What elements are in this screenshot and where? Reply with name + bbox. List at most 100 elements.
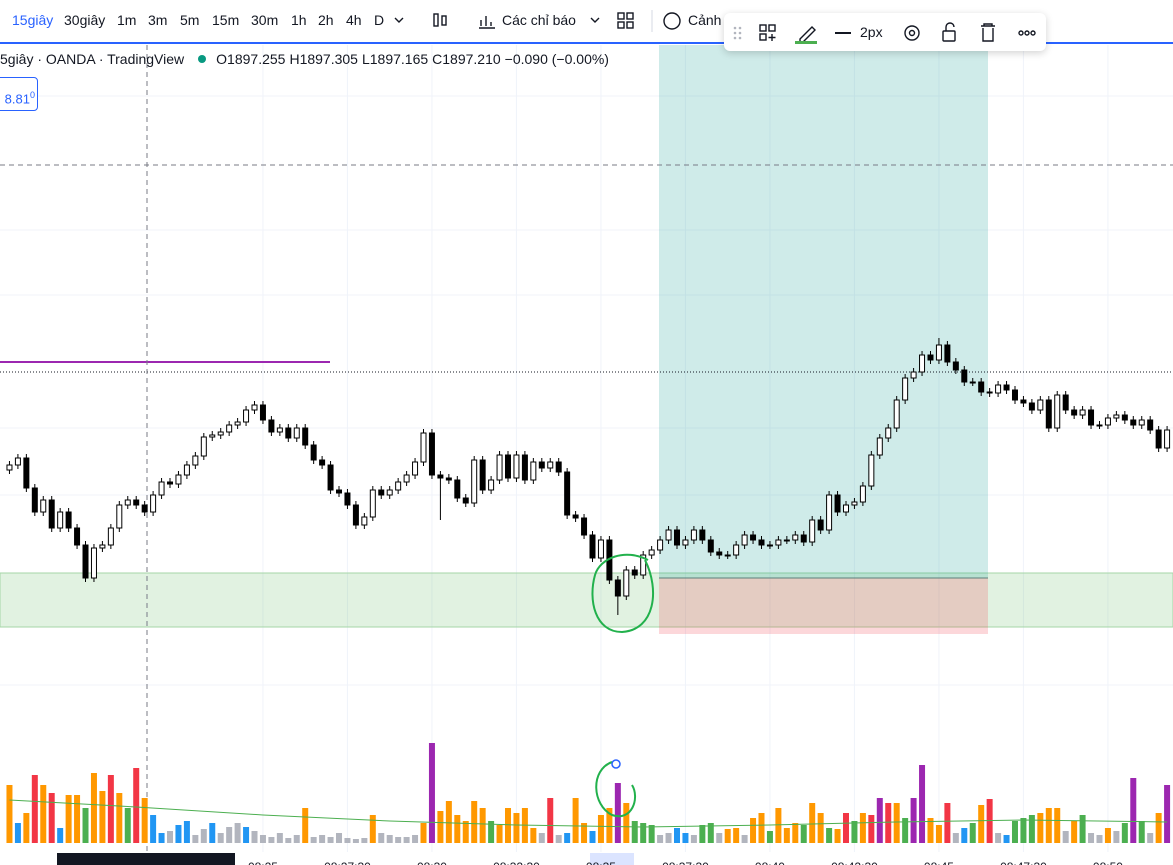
- volume-bar: [23, 813, 30, 843]
- toolbar-icons: [394, 10, 681, 32]
- volume-bar: [724, 829, 731, 843]
- volume-bar: [395, 837, 402, 843]
- hand-mark: [595, 761, 637, 818]
- candle-body: [859, 485, 866, 503]
- candle-body: [648, 549, 655, 556]
- interval-button[interactable]: 1m: [117, 12, 137, 28]
- candle-body: [564, 471, 571, 516]
- x-tick-label: 08:37:30: [662, 860, 709, 865]
- candle-body: [40, 499, 47, 513]
- volume-bar: [403, 837, 410, 843]
- time-highlight: [590, 853, 634, 865]
- candle-icon[interactable]: [433, 13, 439, 27]
- volume-bar: [673, 828, 680, 843]
- candle-body: [682, 539, 689, 546]
- candle-body: [336, 489, 343, 494]
- candle-body: [1020, 399, 1027, 404]
- volume-bar: [344, 838, 351, 843]
- volume-bar: [1130, 778, 1137, 843]
- x-tick-label: 08:30: [417, 860, 447, 865]
- ohlc-open: O1897.255: [216, 51, 286, 67]
- target-zone[interactable]: [659, 45, 988, 578]
- volume-bar: [1079, 815, 1086, 843]
- candle-body: [800, 534, 807, 543]
- alert-icon[interactable]: [663, 12, 681, 30]
- candle-body: [192, 455, 199, 466]
- lock-icon[interactable]: [942, 30, 956, 42]
- volume-bar: [1071, 821, 1078, 843]
- symbol: 5giây · OANDA · TradingView: [0, 51, 185, 67]
- candle-icon[interactable]: [441, 15, 447, 26]
- interval-button[interactable]: 2h: [318, 12, 334, 28]
- color-bar[interactable]: [795, 41, 817, 44]
- ohlc-change: −0.090 (−0.00%): [504, 51, 609, 67]
- volume-bar: [1037, 813, 1044, 843]
- volume-bar: [1096, 835, 1103, 843]
- interval-button[interactable]: 15giây: [12, 12, 54, 28]
- volume-bar: [107, 775, 114, 843]
- candle-body: [251, 404, 258, 411]
- volume-bar: [1020, 818, 1027, 843]
- volume-bar: [665, 833, 672, 843]
- stop-zone[interactable]: [659, 578, 988, 634]
- candle-body: [741, 534, 748, 546]
- interval-button[interactable]: 3m: [148, 12, 168, 28]
- candle-body: [1113, 414, 1120, 419]
- ohlc-high: H1897.305: [289, 51, 358, 67]
- volume-bar: [648, 825, 655, 843]
- interval-button[interactable]: 30giây: [64, 12, 106, 28]
- candle-body: [657, 539, 664, 551]
- volume-bar: [1045, 808, 1052, 843]
- interval-button[interactable]: 15m: [212, 12, 240, 28]
- volume-bar: [944, 803, 951, 843]
- drawing-toolbar-icons: [733, 22, 1036, 44]
- candle-body: [1096, 424, 1103, 427]
- candle-body: [369, 489, 376, 518]
- candle-body: [673, 529, 680, 546]
- interval-button[interactable]: 5m: [180, 12, 200, 28]
- volume-bar: [817, 813, 824, 843]
- candle-body: [986, 391, 993, 394]
- settings-icon[interactable]: [904, 25, 920, 41]
- volume-bar: [893, 803, 900, 843]
- volume-bar: [116, 793, 123, 843]
- delete-icon[interactable]: [981, 23, 995, 42]
- line-width[interactable]: 2px: [860, 24, 883, 40]
- indicators-button[interactable]: Các chỉ báo: [502, 12, 576, 28]
- volume-bar: [707, 823, 714, 843]
- alerts-button[interactable]: Cảnh: [688, 12, 722, 28]
- demand-zone[interactable]: [0, 572, 1173, 628]
- chevron[interactable]: [394, 17, 404, 23]
- candle-body: [1028, 402, 1035, 411]
- volume-bar: [496, 825, 503, 843]
- candle-body: [259, 404, 266, 421]
- indicator-icon[interactable]: [479, 16, 495, 29]
- candle-body: [581, 517, 588, 536]
- chevron[interactable]: [590, 17, 600, 23]
- candle-body: [944, 344, 951, 363]
- volume-bar: [1147, 833, 1154, 843]
- candle-body: [378, 489, 385, 496]
- volume-bar: [1155, 813, 1162, 843]
- volume-bar: [614, 783, 621, 843]
- volume-bar: [48, 793, 55, 843]
- interval-button[interactable]: 4h: [346, 12, 362, 28]
- template-icon[interactable]: [759, 24, 767, 32]
- candle-body: [969, 381, 976, 384]
- volume-bar: [352, 839, 359, 843]
- x-tick-label: 08:45: [924, 860, 954, 865]
- candle-body: [513, 454, 520, 479]
- x-tick-label: 08:32:30: [493, 860, 540, 865]
- interval-button[interactable]: D: [374, 12, 385, 28]
- x-tick-label: 08:47:30: [1000, 860, 1047, 865]
- candle-body: [344, 492, 351, 506]
- candle-body: [23, 457, 30, 489]
- interval-button[interactable]: 30m: [251, 12, 279, 28]
- volume-bar: [488, 821, 495, 843]
- price-tag[interactable]: 8.810: [0, 77, 38, 111]
- volume-bar: [378, 833, 385, 843]
- hand-circle: [591, 553, 655, 634]
- volume-bar: [690, 835, 697, 843]
- interval-button[interactable]: 1h: [291, 12, 307, 28]
- pencil-icon[interactable]: [799, 26, 816, 43]
